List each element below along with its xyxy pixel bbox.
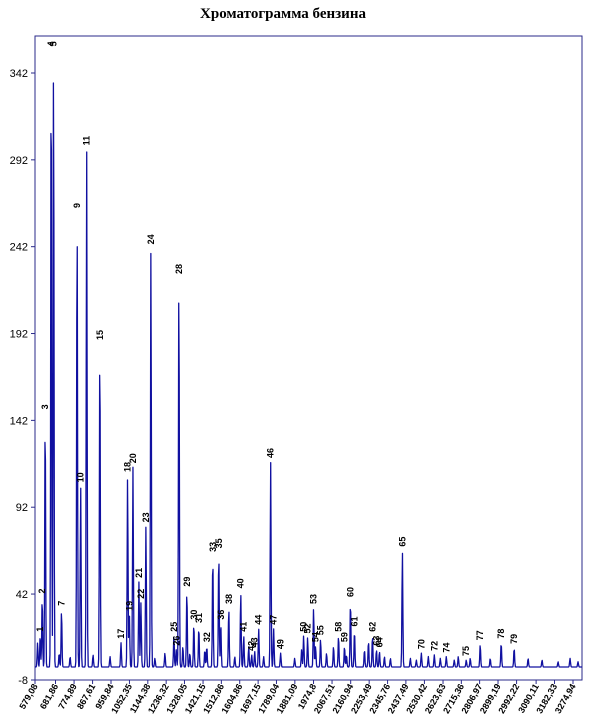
peak-label: 18 xyxy=(123,462,133,472)
peak-label: 38 xyxy=(224,594,234,604)
peak-label: 74 xyxy=(441,643,451,653)
peak-label: 32 xyxy=(202,632,212,642)
peak-label: 9 xyxy=(72,203,82,208)
peak-label: 20 xyxy=(128,453,138,463)
y-tick-label: 192 xyxy=(10,329,28,341)
peak-label: 11 xyxy=(82,136,92,146)
y-tick-label: 342 xyxy=(10,68,28,80)
peak-label: 35 xyxy=(214,538,224,548)
peak-label: 72 xyxy=(429,641,439,651)
peak-label: 25 xyxy=(169,622,179,632)
y-tick-label: 142 xyxy=(10,415,28,427)
peak-label: 59 xyxy=(340,632,350,642)
peak-label: 61 xyxy=(349,617,359,627)
y-tick-label: 92 xyxy=(16,502,28,514)
peak-label: 43 xyxy=(250,637,260,647)
peak-label: 79 xyxy=(509,634,519,644)
peak-label: 19 xyxy=(124,601,134,611)
peak-label: 33 xyxy=(208,542,218,552)
peak-label: 54 xyxy=(311,632,321,642)
peak-label: 3 xyxy=(40,404,50,409)
peak-label: 64 xyxy=(374,637,384,647)
peak-label: 15 xyxy=(95,330,105,340)
y-tick-label: -8 xyxy=(18,675,28,687)
peak-label: 49 xyxy=(276,639,286,649)
peak-label: 41 xyxy=(239,622,249,632)
peak-label: 24 xyxy=(146,234,156,244)
y-tick-label: 292 xyxy=(10,155,28,167)
peak-label: 1 xyxy=(35,627,45,632)
peak-labels: 1234579101115171819202122232425262829303… xyxy=(35,41,519,656)
peak-label: 29 xyxy=(182,577,192,587)
peak-label: 21 xyxy=(134,568,144,578)
peak-label: 22 xyxy=(136,589,146,599)
peak-label: 50 xyxy=(299,622,309,632)
peak-label: 5 xyxy=(49,41,59,46)
chart-title: Хроматограмма бензина xyxy=(200,6,366,22)
peak-label: 75 xyxy=(461,646,471,656)
peak-label: 58 xyxy=(334,622,344,632)
peak-label: 70 xyxy=(416,639,426,649)
peak-label: 10 xyxy=(76,472,86,482)
plot-frame xyxy=(34,35,583,681)
peak-label: 7 xyxy=(57,601,67,606)
peak-label: 28 xyxy=(174,264,184,274)
peak-label: 46 xyxy=(266,448,276,458)
peak-label: 42 xyxy=(247,641,257,651)
peak-label: 31 xyxy=(194,613,204,623)
peak-label: 30 xyxy=(189,610,199,620)
peak-label: 77 xyxy=(475,630,485,640)
peak-label: 53 xyxy=(309,594,319,604)
peak-label: 4 xyxy=(46,41,56,46)
y-tick-label: 242 xyxy=(10,242,28,254)
peak-label: 17 xyxy=(116,629,126,639)
peak-label: 2 xyxy=(37,589,47,594)
peak-label: 55 xyxy=(316,625,326,635)
peak-label: 78 xyxy=(496,629,506,639)
peak-label: 63 xyxy=(371,636,381,646)
peak-label: 47 xyxy=(269,615,279,625)
peak-label: 65 xyxy=(397,537,407,547)
peak-label: 62 xyxy=(367,622,377,632)
peak-label: 44 xyxy=(254,615,264,625)
peak-label: 26 xyxy=(171,636,181,646)
x-axis: 579,08681,86774,89867,61959,841052,35114… xyxy=(17,680,578,715)
chromatogram-trace xyxy=(34,82,583,668)
y-tick-label: 42 xyxy=(16,589,28,601)
y-axis: -8 42 92 142 192 242 292 342 xyxy=(10,68,35,687)
peak-label: 36 xyxy=(216,610,226,620)
peak-label: 52 xyxy=(303,623,313,633)
peak-label: 40 xyxy=(236,578,246,588)
peak-label: 23 xyxy=(141,512,151,522)
peak-label: 60 xyxy=(346,587,356,597)
